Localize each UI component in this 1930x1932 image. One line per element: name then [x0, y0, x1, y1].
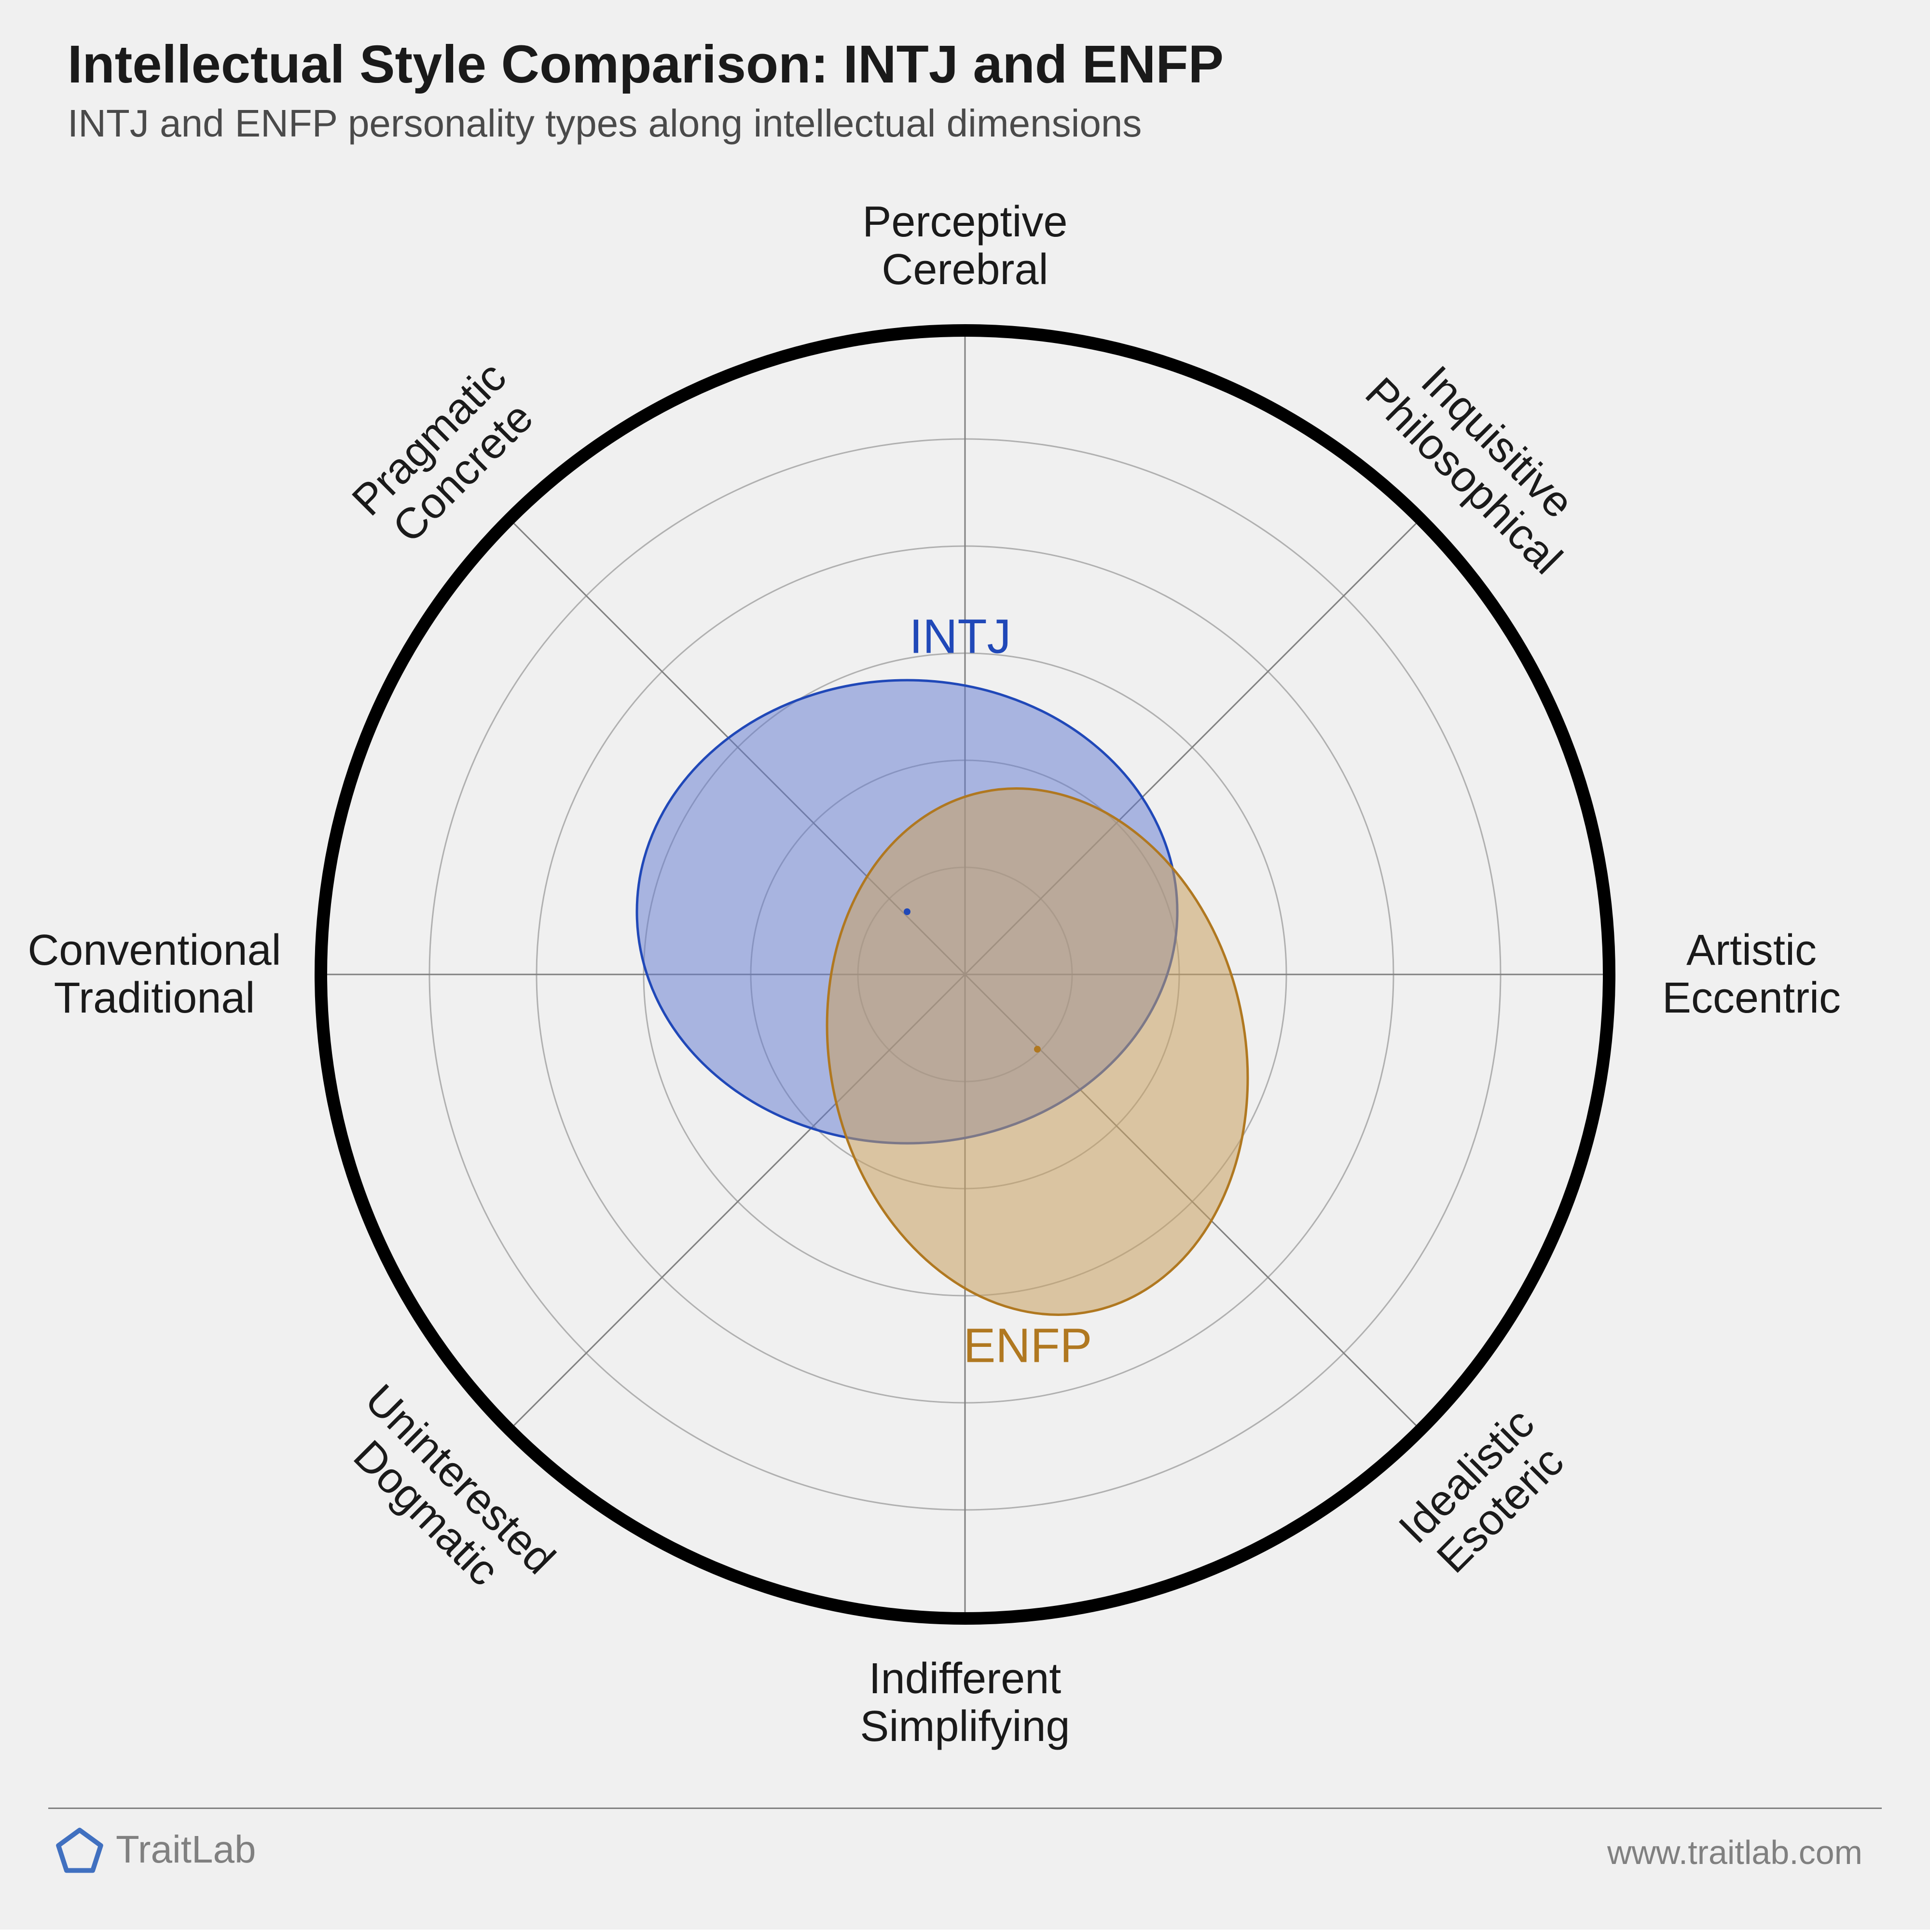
- axis-label: Artistic Eccentric: [1662, 927, 1841, 1022]
- series-label-enfp: ENFP: [964, 1318, 1092, 1374]
- axis-label: Indifferent Simplifying: [860, 1655, 1070, 1751]
- axis-label: Perceptive Cerebral: [862, 198, 1067, 294]
- brand-name: TraitLab: [116, 1827, 256, 1872]
- brand-logo-icon: [53, 1826, 106, 1881]
- footer-divider: [48, 1808, 1882, 1809]
- axis-label: Conventional Traditional: [28, 927, 281, 1022]
- brand-url: www.traitlab.com: [1607, 1833, 1862, 1872]
- series-label-intj: INTJ: [909, 609, 1011, 665]
